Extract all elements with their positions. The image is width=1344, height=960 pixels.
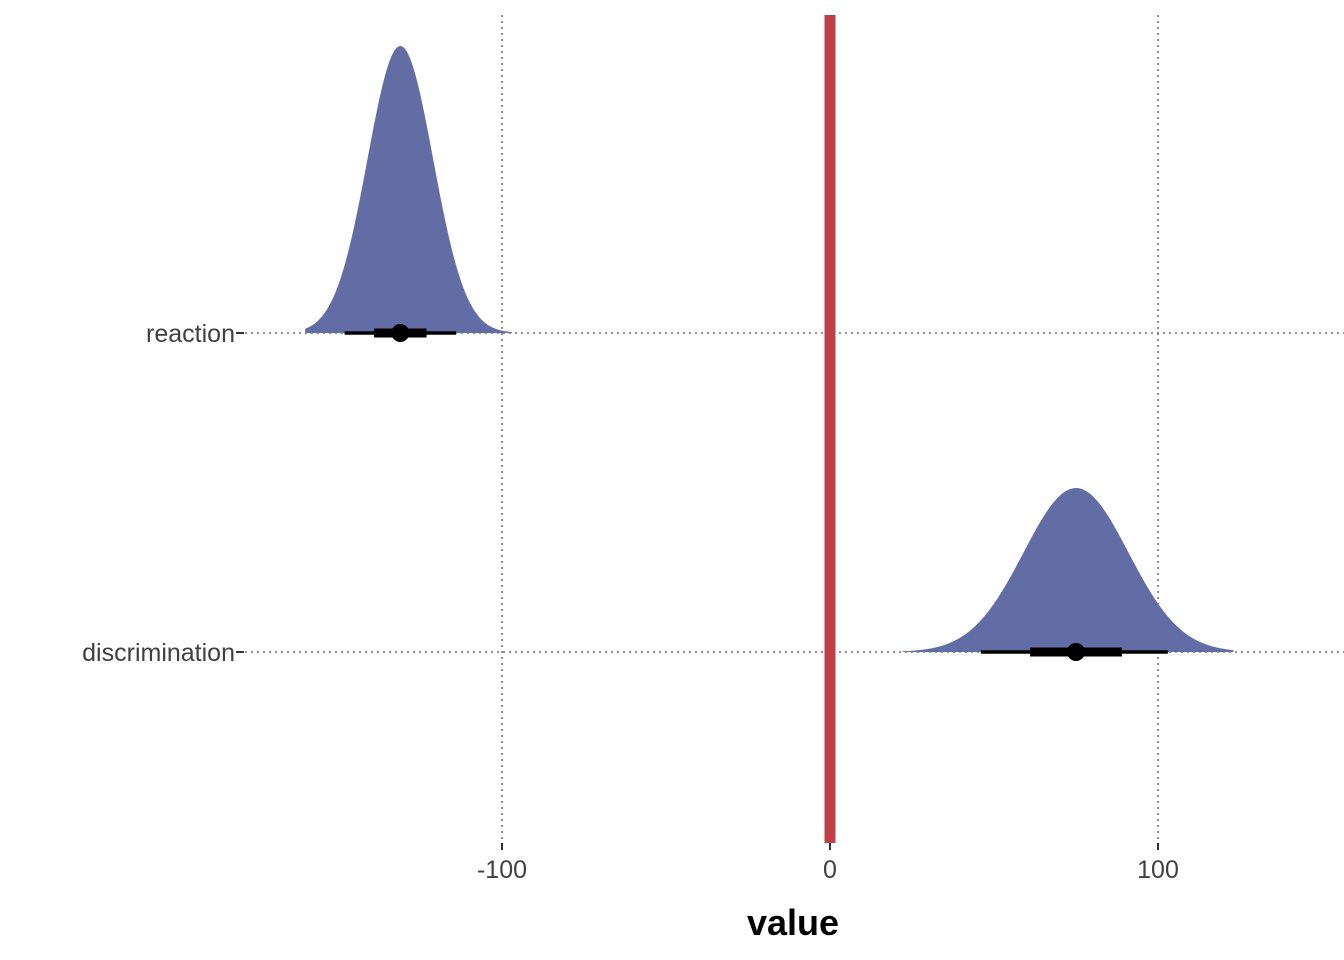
x-tick-label-2: 100 — [1137, 856, 1179, 884]
interval-layer — [344, 324, 1168, 661]
x-axis-title: value — [747, 902, 839, 943]
axis-layer: -100 0 100 reaction discrimination — [82, 320, 1179, 884]
x-tick-label-0: -100 — [477, 856, 527, 884]
density-reaction — [305, 46, 512, 333]
x-tick-label-1: 0 — [823, 856, 837, 884]
median-point-reaction — [391, 324, 410, 342]
y-tick-label-discrimination: discrimination — [82, 639, 235, 667]
median-point-discrimination — [1067, 643, 1085, 661]
density-discrimination — [902, 488, 1234, 652]
y-tick-label-reaction: reaction — [146, 320, 235, 348]
density-layer — [305, 46, 1234, 652]
